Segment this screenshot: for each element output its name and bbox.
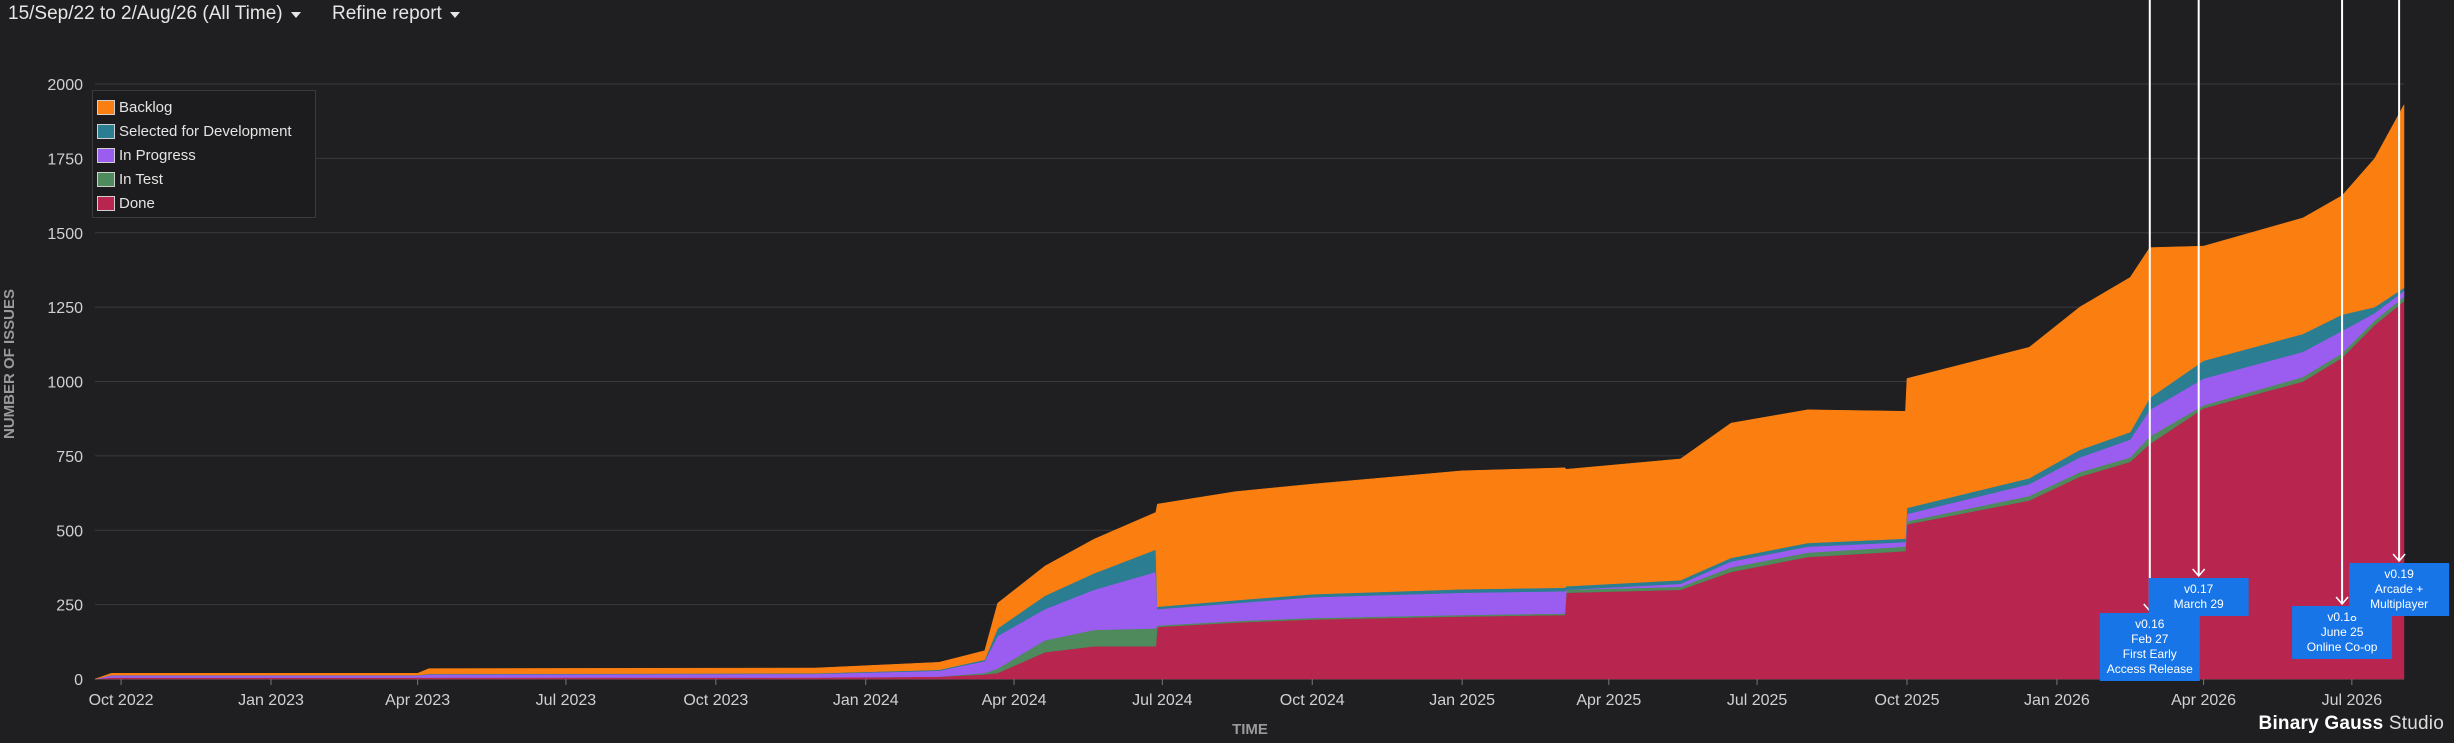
legend-item[interactable]: Backlog	[97, 95, 311, 119]
logo-text-secondary: Studio	[2388, 713, 2444, 734]
x-tick-label: Apr 2026	[2171, 692, 2236, 709]
y-tick-label: 1250	[47, 300, 83, 317]
release-label-text: Access Release	[2107, 662, 2193, 676]
release-label-text: March 29	[2174, 597, 2224, 611]
legend-swatch	[97, 171, 115, 187]
x-tick-label: Jul 2026	[2322, 692, 2383, 709]
studio-logo: Binary Gauss Studio	[2259, 713, 2444, 735]
release-label-text: Multiplayer	[2370, 597, 2428, 611]
arrow-down-icon	[2392, 553, 2406, 563]
legend-item[interactable]: Selected for Development	[97, 119, 311, 143]
release-label-box	[2099, 613, 2200, 681]
release-label-text: v0.16	[2135, 617, 2165, 631]
chevron-down-icon	[449, 12, 460, 18]
release-label-text: v0.17	[2184, 582, 2214, 596]
release-label-text: June 25	[2321, 625, 2364, 639]
release-label-text: Feb 27	[2131, 632, 2169, 646]
x-tick-label: Jan 2024	[833, 692, 899, 709]
x-tick-label: Jul 2025	[1727, 692, 1788, 709]
x-tick-label: Oct 2024	[1280, 692, 1345, 709]
y-tick-label: 750	[56, 449, 83, 466]
x-tick-label: Jul 2024	[1132, 692, 1193, 709]
y-tick-label: 1000	[47, 375, 83, 392]
legend-label: Selected for Development	[119, 122, 292, 140]
legend-label: Backlog	[119, 98, 173, 116]
y-axis: 0 250 500 750 1000 1250 1500 1750 2000	[47, 77, 83, 689]
arrow-down-icon	[2192, 568, 2206, 578]
legend-item[interactable]: In Progress	[97, 143, 311, 167]
legend-label: Done	[119, 194, 155, 212]
x-tick-label: Jan 2026	[2024, 692, 2090, 709]
x-tick-label: Oct 2022	[89, 692, 154, 709]
logo-text-primary: Binary Gauss	[2258, 713, 2384, 734]
x-axis-label: TIME	[1232, 721, 1268, 738]
legend-item[interactable]: Done	[97, 191, 311, 215]
release-label-box	[2148, 578, 2249, 616]
chevron-down-icon	[290, 12, 301, 18]
x-tick-label: Jan 2023	[238, 692, 304, 709]
date-range-label: 15/Sep/22 to 2/Aug/26 (All Time)	[8, 3, 283, 24]
x-tick-label: Jul 2023	[536, 692, 597, 709]
y-tick-label: 500	[56, 523, 83, 540]
release-label-text: v0.19	[2384, 567, 2414, 581]
area-backlog	[94, 104, 2405, 680]
x-tick-label: Oct 2023	[683, 692, 748, 709]
y-tick-label: 250	[56, 598, 83, 615]
y-tick-label: 1500	[47, 226, 83, 243]
x-tick-label: Jan 2025	[1429, 692, 1495, 709]
y-axis-label: NUMBER OF ISSUES	[1, 289, 18, 439]
x-tick-label: Oct 2025	[1875, 692, 1940, 709]
release-label-text: Arcade +	[2375, 582, 2423, 596]
chart-legend: Backlog Selected for Development In Progre…	[92, 90, 316, 218]
date-range-dropdown[interactable]: 15/Sep/22 to 2/Aug/26 (All Time)	[0, 0, 309, 28]
legend-item[interactable]: In Test	[97, 167, 311, 191]
legend-swatch	[97, 195, 115, 211]
y-tick-label: 1750	[47, 151, 83, 168]
x-tick-label: Apr 2023	[385, 692, 450, 709]
release-label-text: First Early	[2123, 647, 2177, 661]
legend-swatch	[97, 99, 115, 115]
release-label-text: Online Co-op	[2307, 640, 2378, 654]
legend-label: In Test	[119, 170, 163, 188]
legend-swatch	[97, 123, 115, 139]
area-series	[94, 104, 2405, 680]
release-label-box	[2349, 563, 2450, 616]
x-axis: Oct 2022 Jan 2023 Apr 2023 Jul 2023 Oct 2023…	[89, 679, 2383, 709]
legend-swatch	[97, 147, 115, 163]
legend-label: In Progress	[119, 146, 196, 164]
y-tick-label: 2000	[47, 77, 83, 94]
refine-report-dropdown[interactable]: Refine report	[324, 0, 468, 28]
refine-report-label: Refine report	[332, 3, 442, 24]
y-tick-label: 0	[74, 672, 83, 689]
arrow-down-icon	[2335, 596, 2349, 606]
x-tick-label: Apr 2025	[1576, 692, 1641, 709]
x-tick-label: Apr 2024	[982, 692, 1047, 709]
